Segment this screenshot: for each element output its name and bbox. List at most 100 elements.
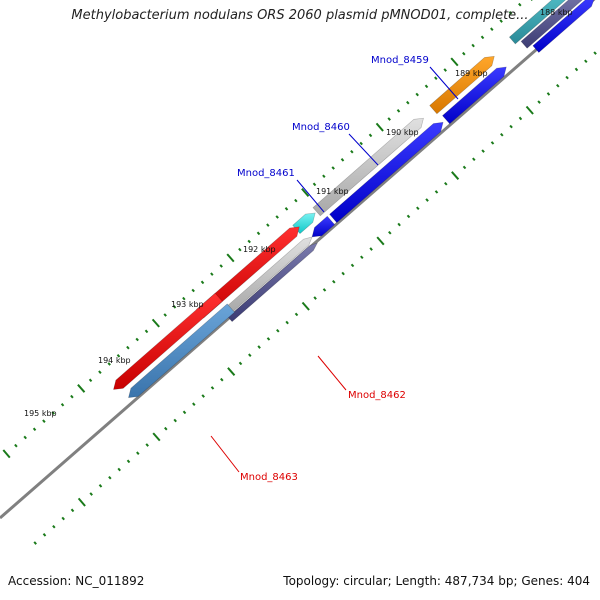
minor-tick: [350, 149, 354, 154]
gene-arrow-blue-top[interactable]: [532, 0, 595, 53]
minor-tick: [52, 524, 56, 529]
minor-tick: [116, 354, 121, 358]
minor-tick: [593, 51, 597, 55]
leader-line: [348, 133, 379, 166]
gene-features: [113, 0, 595, 398]
major-tick: [77, 497, 86, 507]
tick-label: 194 kbp: [98, 356, 131, 365]
minor-tick: [481, 149, 485, 153]
minor-tick: [257, 345, 261, 349]
minor-tick: [248, 353, 252, 357]
minor-tick: [332, 279, 336, 284]
tick-label: 189 kbp: [455, 69, 488, 78]
minor-tick: [285, 320, 289, 325]
minor-tick: [42, 533, 47, 537]
minor-tick: [341, 271, 345, 276]
gene-label-mnod-8461[interactable]: Mnod_8461: [237, 168, 295, 179]
minor-tick: [108, 475, 112, 480]
minor-tick: [312, 182, 317, 187]
minor-tick: [368, 133, 373, 138]
minor-tick: [145, 443, 149, 447]
minor-tick: [220, 377, 224, 382]
minor-tick: [359, 141, 363, 146]
minor-tick: [276, 328, 280, 333]
minor-tick: [584, 59, 588, 64]
minor-tick: [23, 435, 27, 440]
leader-line: [296, 179, 325, 213]
major-tick: [227, 367, 236, 376]
minor-tick: [256, 231, 261, 236]
gene-arrow-blue-4[interactable]: [311, 215, 336, 238]
minor-tick: [556, 83, 560, 88]
minor-tick: [98, 484, 103, 488]
tick-label: 192 kbp: [243, 245, 276, 254]
major-tick: [451, 171, 460, 180]
minor-tick: [135, 337, 139, 342]
minor-tick: [322, 288, 327, 292]
tick-label: 195 kbp: [24, 409, 57, 418]
minor-tick: [42, 419, 46, 423]
minor-tick: [313, 296, 317, 300]
minor-tick: [425, 198, 429, 202]
minor-tick: [499, 19, 503, 23]
tick-label: 188 kbp: [540, 8, 573, 17]
minor-tick: [350, 263, 355, 268]
minor-tick: [471, 43, 475, 48]
gene-label-mnod-8459[interactable]: Mnod_8459: [371, 55, 429, 66]
minor-tick: [33, 541, 37, 545]
minor-tick: [32, 427, 37, 432]
tick-label: 190 kbp: [386, 128, 419, 137]
minor-tick: [192, 402, 196, 406]
minor-tick: [396, 109, 401, 113]
gene-arrow-slate[interactable]: [227, 242, 319, 323]
gene-label-mnod-8460[interactable]: Mnod_8460: [292, 122, 350, 133]
minor-tick: [136, 451, 140, 455]
tick-label: 191 kbp: [316, 187, 349, 196]
minor-tick: [509, 124, 513, 129]
leader-line: [210, 435, 240, 473]
minor-tick: [275, 215, 279, 219]
major-tick: [450, 57, 459, 67]
gene-label-mnod-8462[interactable]: Mnod_8462: [348, 390, 406, 401]
gene-arrow-slate-top[interactable]: [520, 0, 587, 49]
minor-tick: [565, 75, 569, 80]
minor-tick: [490, 141, 495, 145]
gene-arrow-gray[interactable]: [312, 117, 424, 217]
minor-tick: [434, 76, 438, 80]
major-tick: [2, 449, 11, 459]
minor-tick: [144, 329, 149, 334]
minor-tick: [369, 247, 373, 251]
leader-line: [429, 66, 459, 100]
minor-tick: [182, 296, 186, 301]
minor-tick: [518, 2, 522, 7]
minor-tick: [518, 116, 523, 121]
minor-tick: [201, 394, 205, 398]
gene-label-mnod-8463[interactable]: Mnod_8463: [240, 472, 298, 483]
minor-tick: [89, 492, 93, 496]
gene-arrow-steel[interactable]: [128, 303, 235, 398]
minor-tick: [416, 206, 420, 211]
minor-tick: [238, 361, 243, 366]
minor-tick: [266, 223, 270, 227]
minor-tick: [406, 214, 411, 219]
minor-tick: [126, 459, 131, 464]
gene-arrow-blue-3[interactable]: [329, 121, 444, 224]
major-tick: [77, 384, 86, 393]
minor-tick: [164, 426, 168, 431]
minor-tick: [388, 230, 392, 235]
map-title: Methylobacterium nodulans ORS 2060 plasm…: [71, 8, 529, 23]
minor-tick: [443, 68, 447, 72]
minor-tick: [322, 174, 326, 178]
gene-arrow-red-2[interactable]: [113, 292, 223, 390]
gene-arrow-blue-2[interactable]: [442, 66, 507, 125]
minor-tick: [191, 288, 195, 293]
minor-tick: [172, 305, 177, 309]
minor-tick: [200, 280, 205, 285]
minor-tick: [490, 27, 494, 31]
minor-tick: [444, 181, 448, 186]
tick-rows: [2, 0, 597, 545]
gene-arrow-teal[interactable]: [508, 0, 580, 45]
major-tick: [525, 105, 534, 115]
gene-arrow-orange[interactable]: [429, 55, 495, 115]
